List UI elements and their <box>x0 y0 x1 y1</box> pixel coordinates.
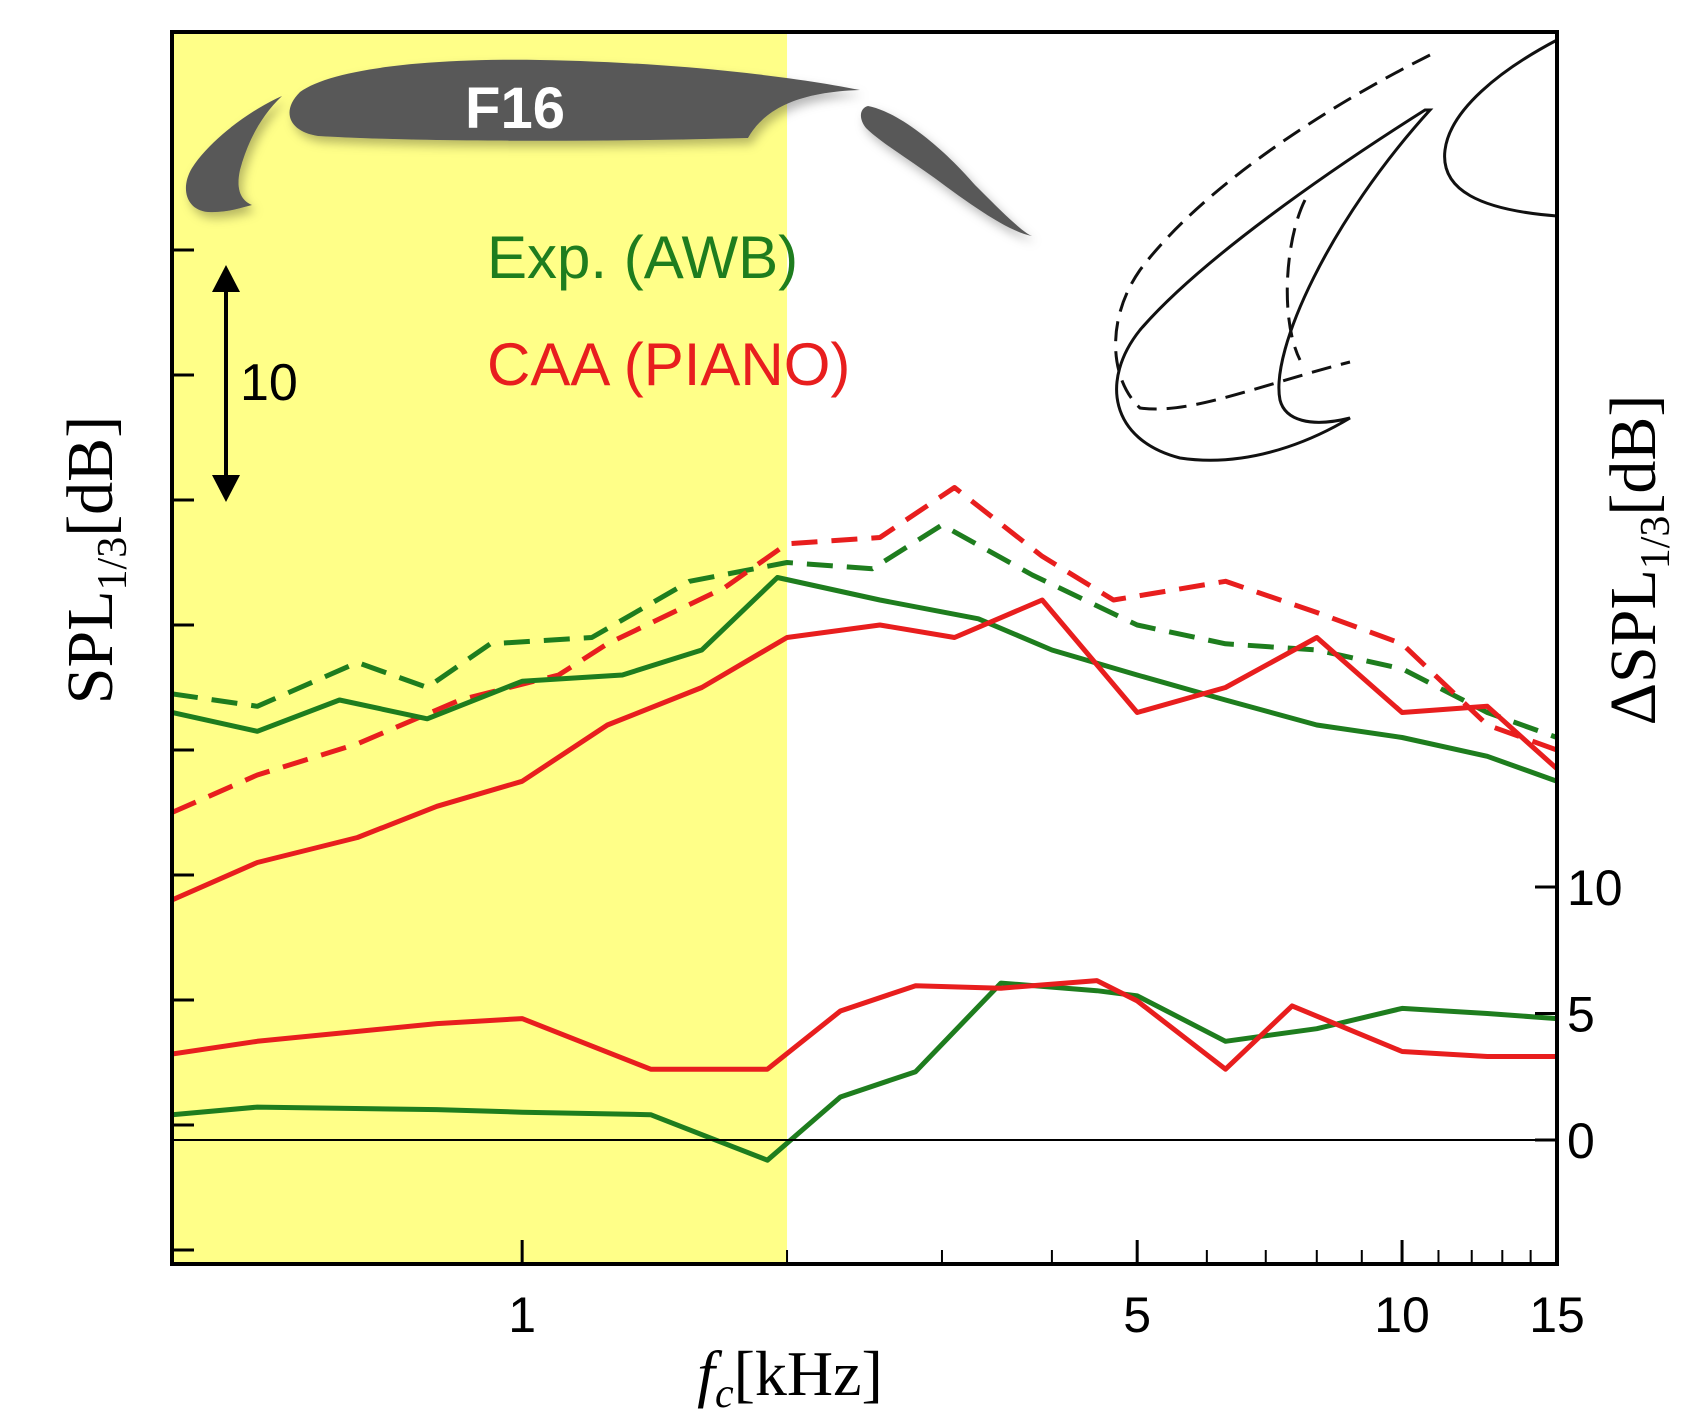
xlabel: fc[kHz] <box>697 1338 883 1417</box>
bottom-caa-delta-line <box>172 978 1557 1072</box>
left-ylabel-sub: 1/3 <box>90 537 136 591</box>
left-ylabel: SPL1/3[dB] <box>54 416 136 704</box>
left-ylabel-main: SPL <box>54 590 127 704</box>
series-layer <box>172 485 1557 1163</box>
airfoil-flap <box>860 106 1032 236</box>
right-ylabel-main: ΔSPL <box>1597 569 1670 725</box>
scale-arrow-head-up <box>212 265 240 292</box>
wing-flap-dashed <box>1285 199 1307 361</box>
left-ylabel-unit: [dB] <box>54 416 127 537</box>
top-caa-dashed-line <box>172 485 1557 815</box>
highlight-band <box>172 32 788 1264</box>
wing-outline-solid <box>1115 108 1434 462</box>
airfoil-slat <box>185 96 282 213</box>
scale-arrow <box>212 265 240 502</box>
bottom-exp-delta-line <box>172 980 1557 1163</box>
right-y-tick-label: 10 <box>1567 860 1623 916</box>
scale-arrow-label: 10 <box>240 354 298 412</box>
wing-sketch <box>1114 38 1557 462</box>
airfoil-main-element <box>289 59 861 141</box>
wing-outline-dashed <box>1114 53 1431 411</box>
right-ylabel-sub: 1/3 <box>1633 516 1679 570</box>
airfoil-illustration: F16 <box>185 59 1032 236</box>
airfoil-label: F16 <box>465 76 565 141</box>
right-ylabel: ΔSPL1/3[dB] <box>1597 395 1679 726</box>
x-tick-label: 15 <box>1529 1287 1585 1343</box>
right-y-tick-label: 5 <box>1567 987 1595 1043</box>
legend-exp: Exp. (AWB) <box>487 224 798 291</box>
top-caa-solid-line <box>172 597 1557 903</box>
plot-frame <box>170 30 1559 1266</box>
top-exp-solid-line <box>172 575 1557 784</box>
top-exp-dashed-line <box>172 522 1557 740</box>
xlabel-unit: [kHz] <box>734 1338 883 1409</box>
x-tick-label: 1 <box>508 1287 536 1343</box>
x-tick-label: 10 <box>1374 1287 1430 1343</box>
legend-caa: CAA (PIANO) <box>487 331 850 398</box>
right-y-tick-label: 0 <box>1567 1113 1595 1169</box>
xlabel-sub: c <box>715 1371 734 1417</box>
wing-engine-nacelle <box>1443 38 1557 218</box>
right-ylabel-unit: [dB] <box>1597 395 1670 516</box>
scale-arrow-head-down <box>212 475 240 502</box>
x-tick-label: 5 <box>1123 1287 1151 1343</box>
